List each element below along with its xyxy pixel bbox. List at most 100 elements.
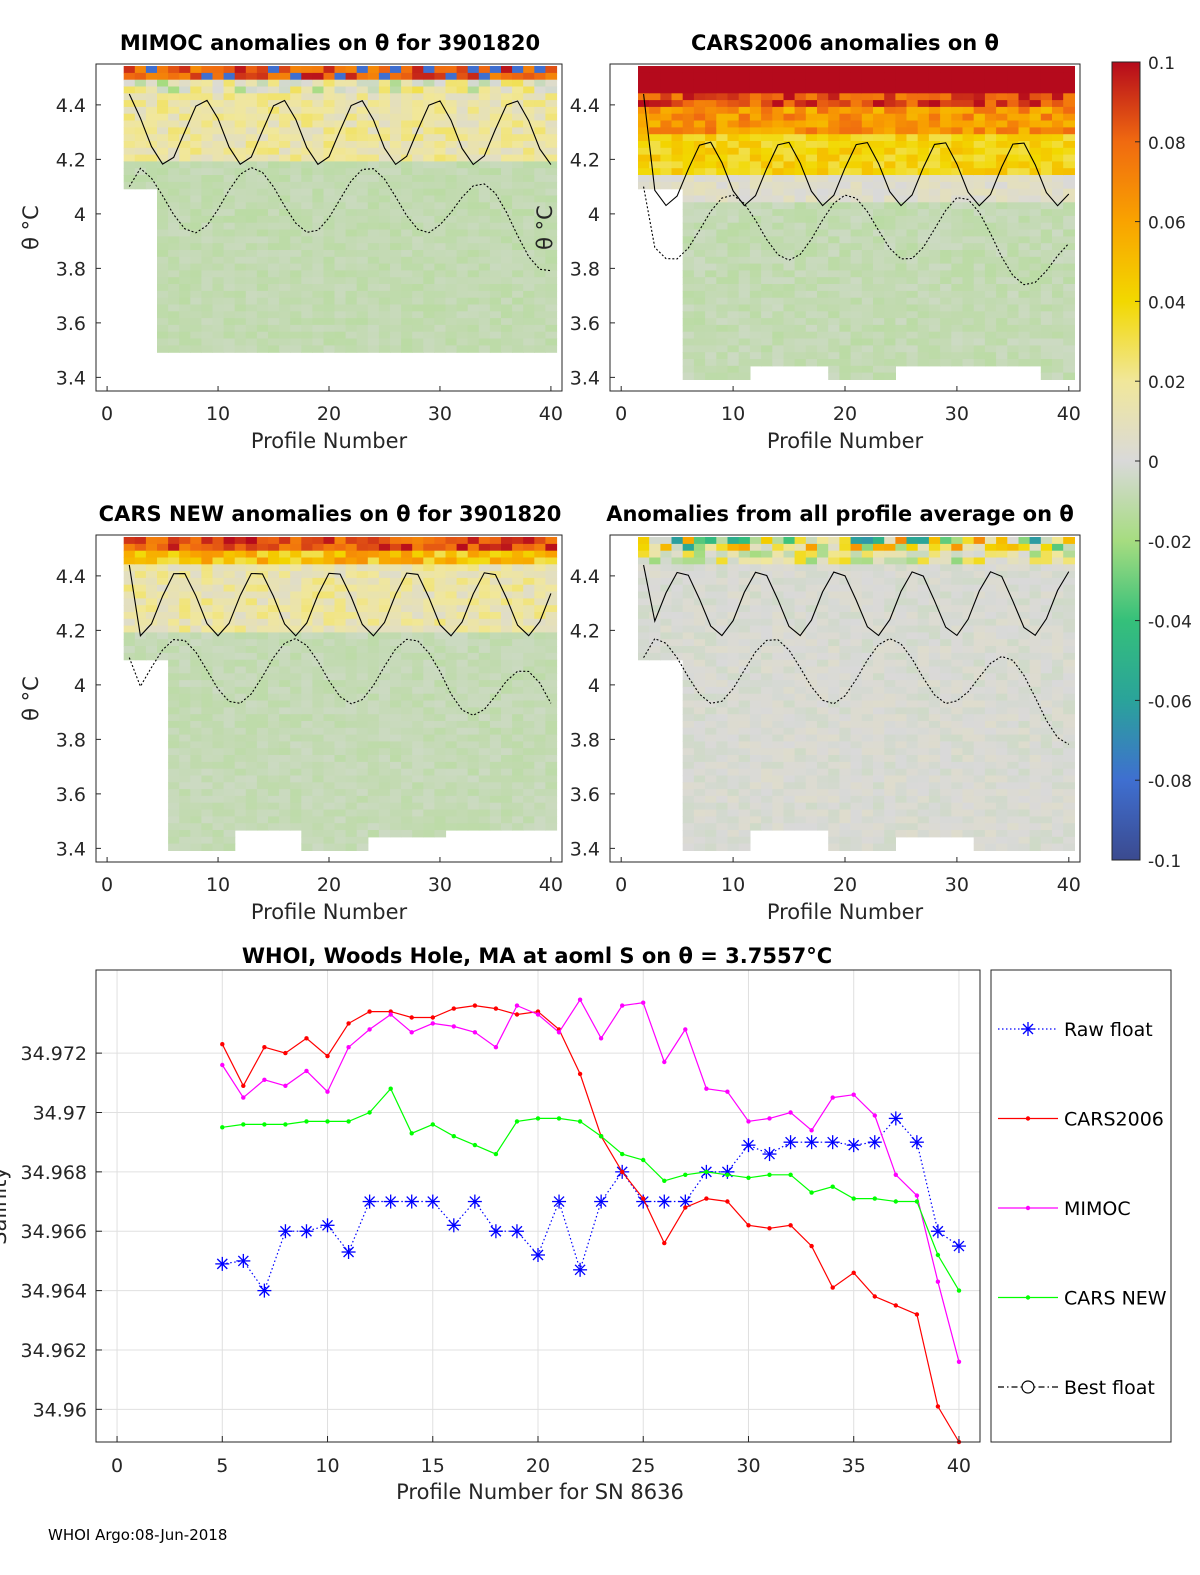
heatmap-cell bbox=[268, 284, 280, 292]
heatmap-cell bbox=[279, 632, 291, 640]
heatmap-cell bbox=[412, 577, 424, 586]
y-tick-label: 4.4 bbox=[56, 566, 86, 588]
heatmap-cell bbox=[534, 652, 546, 661]
heatmap-cell bbox=[501, 646, 513, 654]
heatmap-cell bbox=[179, 557, 191, 565]
heatmap-cell bbox=[545, 100, 558, 108]
heatmap-cell bbox=[523, 666, 535, 674]
heatmap-cell bbox=[794, 304, 807, 312]
heatmap-cell bbox=[1029, 215, 1042, 224]
heatmap-cell bbox=[906, 324, 919, 333]
heatmap-cell bbox=[201, 154, 214, 162]
heatmap-cell bbox=[738, 256, 751, 265]
heatmap-cell bbox=[312, 795, 325, 804]
heatmap-cell bbox=[179, 537, 191, 545]
heatmap-cell bbox=[157, 543, 169, 552]
heatmap-cell bbox=[412, 250, 424, 258]
heatmap-cell bbox=[123, 543, 136, 552]
heatmap-cell bbox=[850, 127, 863, 135]
heatmap-cell bbox=[190, 625, 202, 633]
heatmap-cell bbox=[1007, 215, 1020, 224]
heatmap-cell bbox=[367, 154, 380, 162]
heatmap-cell bbox=[412, 229, 424, 237]
heatmap-cell bbox=[168, 106, 180, 115]
heatmap-cell bbox=[523, 345, 535, 353]
heatmap-cell bbox=[367, 324, 380, 333]
heatmap-cell bbox=[345, 816, 358, 824]
heatmap-cell bbox=[478, 632, 491, 640]
heatmap-cell bbox=[179, 666, 191, 674]
heatmap-cell bbox=[534, 686, 546, 695]
heatmap-cell bbox=[850, 120, 863, 128]
heatmap-cell bbox=[478, 639, 491, 647]
heatmap-cell bbox=[727, 161, 740, 169]
heatmap-cell bbox=[873, 345, 885, 353]
heatmap-cell bbox=[445, 284, 458, 292]
heatmap-cell bbox=[478, 161, 491, 169]
heatmap-cell bbox=[356, 284, 369, 292]
heatmap-cell bbox=[523, 550, 535, 559]
heatmap-cell bbox=[523, 134, 535, 142]
heatmap-cell bbox=[356, 802, 369, 811]
heatmap-cell bbox=[345, 618, 358, 627]
heatmap-cell bbox=[850, 250, 863, 258]
heatmap-cell bbox=[761, 79, 773, 88]
heatmap-cell bbox=[839, 127, 852, 135]
heatmap-cell bbox=[1040, 161, 1053, 169]
heatmap-cell bbox=[290, 721, 302, 729]
heatmap-cell bbox=[467, 680, 480, 688]
heatmap-cell bbox=[334, 618, 347, 627]
heatmap-cell bbox=[984, 345, 997, 353]
heatmap-cell bbox=[390, 331, 402, 340]
heatmap-cell bbox=[996, 263, 1008, 271]
y-tick-label: 4 bbox=[74, 204, 86, 226]
heatmap-cell bbox=[301, 141, 313, 149]
heatmap-cell bbox=[727, 154, 740, 162]
heatmap-cell bbox=[423, 120, 435, 128]
heatmap-cell bbox=[345, 250, 358, 258]
heatmap-cell bbox=[738, 352, 751, 360]
heatmap-cell bbox=[917, 86, 930, 94]
heatmap-cell bbox=[1040, 236, 1053, 244]
heatmap-cell bbox=[445, 202, 458, 210]
heatmap-cell bbox=[312, 345, 325, 353]
heatmap-cell bbox=[512, 727, 524, 736]
heatmap-cell bbox=[356, 106, 369, 115]
heatmap-cell bbox=[445, 222, 458, 231]
heatmap-cell bbox=[638, 591, 650, 599]
heatmap-cell bbox=[1063, 175, 1075, 183]
heatmap-cell bbox=[245, 721, 258, 729]
heatmap-cell bbox=[256, 714, 269, 722]
heatmap-cell bbox=[390, 680, 402, 688]
heatmap-cell bbox=[501, 714, 513, 722]
heatmap-cell bbox=[817, 100, 829, 108]
heatmap-cell bbox=[467, 761, 480, 770]
heatmap-cell bbox=[973, 359, 986, 367]
heatmap-cell bbox=[190, 66, 202, 74]
heatmap-cell bbox=[794, 175, 807, 183]
heatmap-cell bbox=[545, 318, 558, 326]
heatmap-cell bbox=[301, 700, 313, 708]
heatmap-cell bbox=[212, 106, 225, 115]
heatmap-cell bbox=[423, 830, 435, 838]
heatmap-cell bbox=[378, 612, 391, 620]
heatmap-cell bbox=[279, 236, 291, 244]
heatmap-cell bbox=[245, 707, 258, 715]
heatmap-cell bbox=[917, 236, 930, 244]
heatmap-cell bbox=[367, 222, 380, 231]
heatmap-cell bbox=[512, 250, 524, 258]
heatmap-cell bbox=[212, 591, 225, 599]
heatmap-cell bbox=[378, 106, 391, 115]
heatmap-cell bbox=[873, 154, 885, 162]
heatmap-cell bbox=[478, 755, 491, 763]
heatmap-cell bbox=[761, 290, 773, 299]
heatmap-cell bbox=[1007, 100, 1020, 108]
heatmap-cell bbox=[134, 577, 147, 586]
heatmap-cell bbox=[179, 782, 191, 790]
heatmap-cell bbox=[1063, 236, 1075, 244]
heatmap-cell bbox=[1029, 202, 1042, 210]
heatmap-cell bbox=[817, 79, 829, 88]
heatmap-cell bbox=[962, 113, 975, 122]
heatmap-cell bbox=[256, 809, 269, 817]
heatmap-cell bbox=[290, 256, 302, 265]
